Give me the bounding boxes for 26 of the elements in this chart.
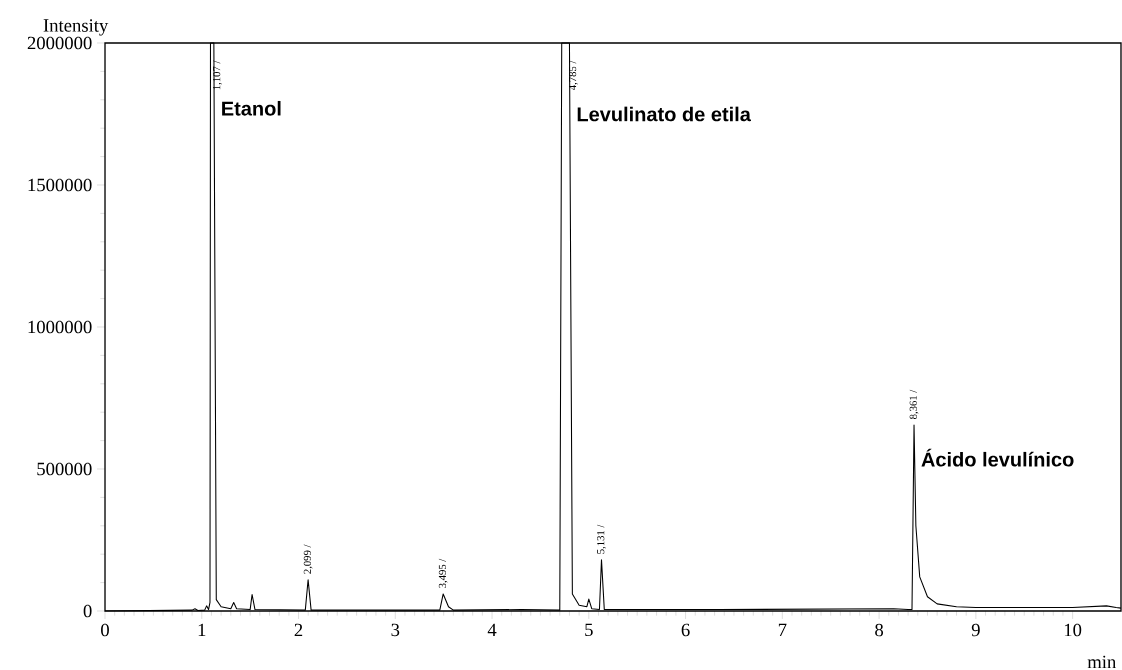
y-tick-label: 500000 xyxy=(37,462,92,476)
y-tick-label: 2000000 xyxy=(27,36,92,50)
x-axis-title: min xyxy=(1087,655,1117,669)
y-tick-label: 0 xyxy=(83,604,92,618)
x-tick-label: 3 xyxy=(391,623,400,637)
annotation: 5,131 / xyxy=(597,524,606,554)
annotation: 1,107 / xyxy=(213,60,222,90)
x-tick-label: 2 xyxy=(294,623,303,637)
x-tick-label: 10 xyxy=(1064,623,1082,637)
x-tick-label: 0 xyxy=(101,623,109,637)
annotation: Ácido levulínico xyxy=(921,448,1074,467)
x-tick-label: 1 xyxy=(198,623,206,637)
x-tick-label: 8 xyxy=(875,623,884,637)
x-tick-label: 7 xyxy=(778,623,787,636)
y-axis-title: Intensity xyxy=(43,19,109,36)
annotation: Levulinato de etila xyxy=(577,106,751,122)
annotation: 2,099 / xyxy=(303,544,313,574)
y-tick-label: 1500000 xyxy=(28,178,92,192)
annotation: 8,361 / xyxy=(909,389,919,419)
annotation: Etanol xyxy=(222,100,281,116)
x-tick-label: 5 xyxy=(585,623,593,637)
x-tick-label: 6 xyxy=(681,623,690,637)
annotation: 3,495 / xyxy=(438,558,448,588)
y-tick-label: 1000000 xyxy=(28,320,92,334)
x-tick-label: 4 xyxy=(487,623,497,636)
x-tick-label: 9 xyxy=(971,623,980,637)
